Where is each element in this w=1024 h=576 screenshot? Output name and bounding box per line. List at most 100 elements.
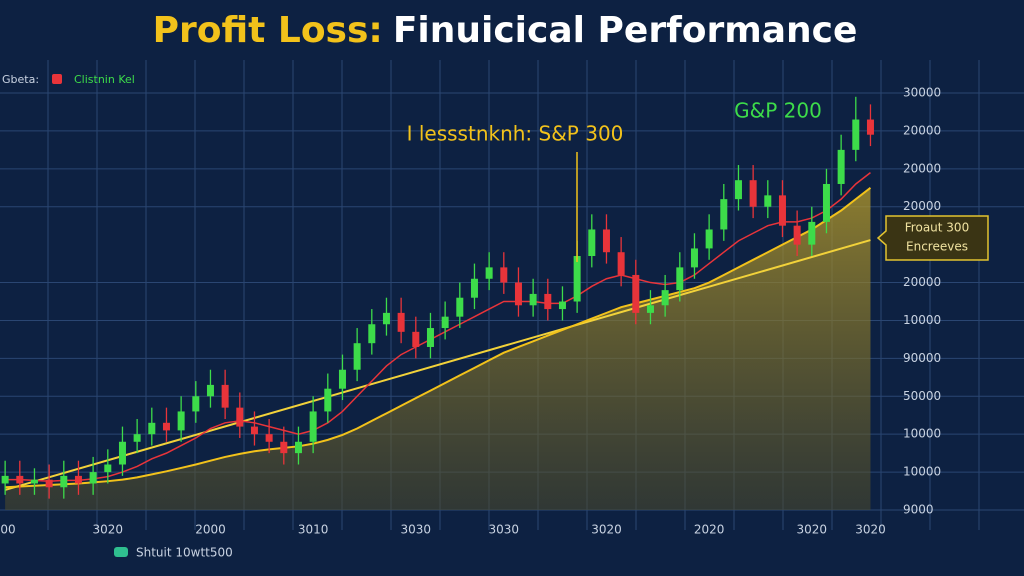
- y-tick-label: 20000: [903, 123, 941, 137]
- candle-body: [514, 282, 522, 306]
- legend-label: Shtuit 10wtt500: [136, 546, 233, 560]
- area: [5, 187, 871, 511]
- candle-body: [221, 384, 229, 408]
- candle-body: [74, 475, 82, 484]
- candle-body: [265, 434, 273, 442]
- candle-body: [412, 331, 420, 347]
- y-tick-label: 9000: [903, 503, 934, 517]
- moving-average: [5, 186, 872, 489]
- candle-body: [822, 183, 830, 222]
- x-tick-label: 3020: [855, 523, 886, 537]
- candle-body: [793, 225, 801, 245]
- x-tick-label: 3020: [591, 523, 622, 537]
- candle-body: [676, 267, 684, 291]
- candle-body: [192, 396, 200, 412]
- candle-body: [485, 267, 493, 279]
- y-tick-label: 20000: [903, 275, 941, 289]
- candle-body: [368, 324, 376, 344]
- candle-body: [632, 274, 640, 313]
- footer-legend: Shtuit 10wtt500: [114, 546, 233, 560]
- candle-body: [749, 180, 757, 207]
- candle-body: [837, 149, 845, 184]
- x-tick-label: 00: [0, 523, 15, 537]
- candle-body: [441, 316, 449, 329]
- candle-body: [162, 422, 170, 431]
- candle-body: [661, 290, 669, 306]
- candle-body: [148, 422, 156, 435]
- candle-body: [89, 472, 97, 484]
- candle-body: [382, 312, 390, 325]
- legend-swatch: [114, 547, 128, 557]
- y-tick-label: 30000: [903, 86, 941, 100]
- candle-body: [764, 195, 772, 207]
- title-lead: Profit Loss:: [153, 10, 383, 51]
- callout-text: Froaut 300: [905, 221, 969, 235]
- candle-body: [456, 297, 464, 317]
- title-rest: Finuicical Performance: [393, 10, 858, 51]
- x-tick-label: 2020: [694, 523, 725, 537]
- candle-body: [280, 441, 288, 454]
- callout: Froaut 300 Encreeves: [876, 215, 989, 261]
- candle-body: [500, 267, 508, 283]
- candle-body: [426, 328, 434, 347]
- candle-body: [133, 434, 141, 442]
- candle-body: [470, 278, 478, 298]
- candle-body: [573, 256, 581, 302]
- callout-box: [876, 215, 989, 261]
- candle-body: [778, 195, 786, 226]
- y-tick-label: 20000: [903, 199, 941, 213]
- candle-body: [705, 229, 713, 249]
- candle-body: [866, 119, 874, 135]
- y-tick-label: 20000: [903, 161, 941, 175]
- candle-body: [338, 369, 346, 389]
- x-tick-label: 3030: [489, 523, 520, 537]
- legend-label: Gbeta:: [2, 73, 39, 86]
- x-tick-label: 3030: [401, 523, 432, 537]
- candle-body: [30, 479, 38, 484]
- candle-body: [1, 475, 9, 484]
- legend: Gbeta: Clistnin Kel: [2, 73, 135, 86]
- legend-swatch: [52, 74, 62, 84]
- candle-body: [45, 479, 53, 488]
- candle-body: [236, 407, 244, 427]
- candle-body: [544, 293, 552, 310]
- candle-body: [397, 312, 405, 332]
- candle-body: [646, 305, 654, 313]
- y-tick-label: 90000: [903, 351, 941, 365]
- candle-body: [558, 301, 566, 310]
- x-tick-label: 2000: [195, 523, 226, 537]
- chart-title: Profit Loss: Finuicical Performance: [153, 10, 858, 51]
- candle-body: [60, 475, 68, 488]
- y-tick-label: 10000: [903, 465, 941, 479]
- trend-line: [4, 239, 871, 491]
- candle-body: [309, 411, 317, 442]
- candle-body: [617, 252, 625, 275]
- candle-body: [250, 426, 258, 435]
- candle-body: [206, 384, 214, 397]
- x-tick-label: 3020: [93, 523, 124, 537]
- legend-label: Clistnin Kel: [74, 73, 135, 86]
- candle-body: [16, 475, 24, 484]
- candle-body: [294, 441, 302, 454]
- moving-average: [5, 172, 871, 482]
- candle-body: [602, 229, 610, 253]
- x-tick-label: 3010: [298, 523, 329, 537]
- candle-body: [808, 221, 816, 245]
- candle-body: [104, 464, 112, 473]
- x-tick-label: 3020: [797, 523, 828, 537]
- annotation: G&P 200: [734, 99, 822, 123]
- callout-text: Encreeves: [906, 240, 968, 254]
- candle-body: [588, 229, 596, 257]
- candle-body: [353, 343, 361, 370]
- y-tick-label: 50000: [903, 389, 941, 403]
- candle-body: [690, 248, 698, 268]
- candle-body: [720, 199, 728, 230]
- annotation: I lessstnknh: S&P 300: [407, 122, 624, 146]
- candle-body: [324, 388, 332, 412]
- candle-body: [177, 411, 185, 431]
- candle-body: [118, 441, 126, 465]
- candle-body: [852, 119, 860, 150]
- candle-body: [529, 293, 537, 306]
- y-tick-label: 10000: [903, 313, 941, 327]
